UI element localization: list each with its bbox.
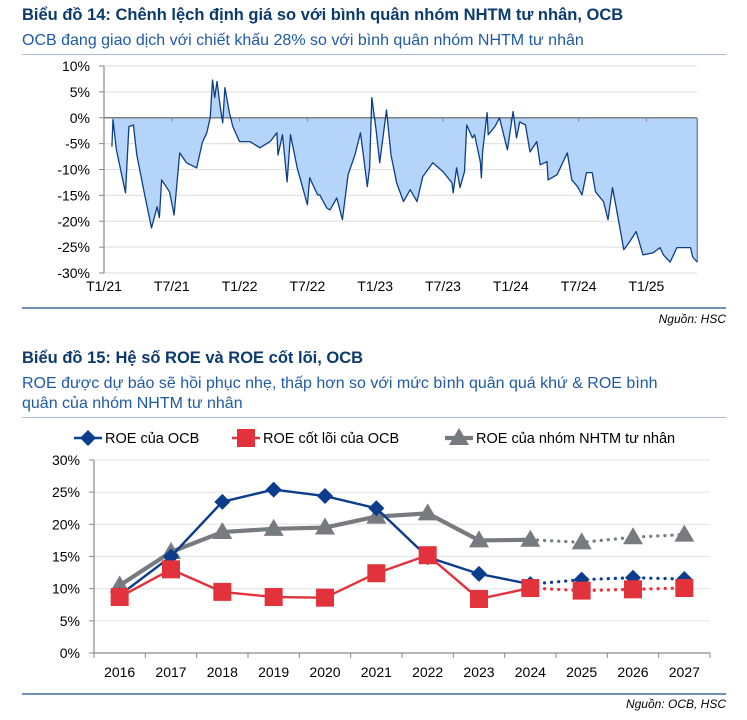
legend-marker — [449, 428, 469, 445]
chart15-line-chart: 0% 5% 10% 15% 20% 25% 30% 2016 2017 2018 2019 2020 2… — [52, 428, 711, 680]
y-tick-label: -30% — [57, 265, 90, 281]
x-tick-label: T1/23 — [357, 278, 393, 294]
x-tick-label: T1/21 — [86, 278, 122, 294]
chart14-title: Biểu đồ 14: Chênh lệch định giá so với b… — [22, 6, 624, 24]
y-tick-label: -25% — [57, 239, 90, 255]
legend-label: ROE cốt lõi của OCB — [263, 431, 399, 447]
peer-roe-point — [469, 530, 489, 548]
x-tick-label: T1/25 — [628, 278, 664, 294]
chart15-source: Nguồn: OCB, HSC — [625, 697, 726, 711]
x-tick-label: T7/24 — [561, 278, 597, 294]
x-tick-label: 2018 — [207, 664, 238, 680]
x-tick-label: 2017 — [155, 664, 186, 680]
x-tick-label: T1/24 — [493, 278, 529, 294]
x-tick-label: 2024 — [515, 664, 546, 680]
x-tick-label: 2025 — [566, 664, 597, 680]
x-tick-label: 2023 — [463, 664, 494, 680]
y-tick-label: 25% — [52, 484, 80, 500]
peer-roe-point — [571, 532, 592, 550]
chart14-header-divider — [22, 54, 726, 55]
roe-ocb-point — [368, 500, 385, 517]
peer-roe-point — [520, 529, 541, 547]
y-tick-label: 0% — [60, 645, 80, 661]
core-roe-ocb-point — [213, 582, 232, 601]
peer-roe-forecast-line — [528, 533, 686, 544]
core-roe-ocb-point — [418, 546, 437, 565]
chart14-area-chart: 10% 5% 0% -5% -10% -15% -20% -25% -30%T1/21 T7/21… — [57, 58, 698, 294]
peer-roe-point — [674, 524, 695, 542]
x-tick-label: 2022 — [412, 664, 443, 680]
x-tick-label: 2026 — [617, 664, 648, 680]
x-tick-label: T7/21 — [154, 278, 190, 294]
core-roe-ocb-point — [470, 589, 488, 608]
y-tick-label: -15% — [57, 187, 90, 203]
legend-label: ROE của nhóm NHTM tư nhân — [476, 431, 675, 447]
core-roe-ocb-forecast-line — [528, 586, 686, 593]
y-tick-label: -20% — [57, 213, 90, 229]
peer-roe-point — [315, 517, 335, 535]
y-tick-label: 30% — [52, 452, 80, 468]
core-roe-ocb-point — [624, 580, 642, 599]
peer-roe-point — [623, 527, 643, 545]
core-roe-ocb-point — [264, 588, 283, 607]
y-tick-label: 5% — [70, 84, 90, 100]
roe-ocb-line — [118, 488, 531, 597]
chart14-source: Nguồn: HSC — [658, 312, 726, 326]
legend-marker — [80, 430, 96, 446]
legend-marker — [237, 429, 255, 447]
chart15-title: Biểu đồ 15: Hệ số ROE và ROE cốt lõi, OC… — [22, 349, 364, 367]
roe-ocb-point — [214, 493, 231, 510]
y-tick-label: -10% — [57, 162, 90, 178]
roe-ocb-forecast-line — [528, 576, 686, 586]
chart15-footer-divider — [22, 693, 726, 695]
chart15-header-divider — [22, 417, 726, 418]
peer-roe-point — [263, 518, 284, 536]
core-roe-ocb-point — [675, 579, 694, 598]
chart15-subtitle-line2: quân của nhóm NHTM tư nhân — [22, 395, 243, 412]
core-roe-ocb-point — [367, 564, 386, 583]
chart15-subtitle-line1: ROE được dự báo sẽ hồi phục nhẹ, thấp hơ… — [22, 375, 658, 392]
x-tick-label: 2019 — [258, 664, 289, 680]
legend-label: ROE của OCB — [105, 431, 199, 447]
core-roe-ocb-point — [316, 588, 334, 607]
y-tick-label: 10% — [52, 581, 80, 597]
y-tick-label: 0% — [70, 110, 90, 126]
y-tick-label: 10% — [62, 58, 90, 74]
y-tick-label: 15% — [52, 549, 80, 565]
core-roe-ocb-point — [572, 581, 591, 600]
x-tick-label: 2021 — [361, 664, 392, 680]
valuation-gap-line — [111, 79, 698, 263]
chart14-subtitle: OCB đang giao dịch với chiết khấu 28% so… — [22, 32, 584, 49]
x-tick-label: 2020 — [309, 664, 340, 680]
roe-ocb-point — [573, 571, 590, 588]
core-roe-ocb-point — [162, 560, 180, 579]
x-tick-label: 2027 — [669, 664, 700, 680]
y-tick-label: 20% — [52, 516, 80, 532]
roe-ocb-point — [317, 488, 333, 505]
core-roe-ocb-point — [521, 579, 540, 598]
core-roe-ocb-point — [110, 588, 129, 607]
roe-ocb-point — [265, 481, 282, 498]
valuation-gap-area — [111, 80, 698, 263]
y-tick-label: 5% — [60, 613, 80, 629]
peer-roe-point — [212, 522, 233, 540]
x-tick-label: 2016 — [104, 664, 135, 680]
y-tick-label: -5% — [65, 136, 90, 152]
x-tick-label: T1/22 — [222, 278, 258, 294]
chart14-footer-divider — [22, 307, 726, 309]
x-tick-label: T7/23 — [425, 278, 461, 294]
x-tick-label: T7/22 — [289, 278, 325, 294]
peer-roe-point — [417, 503, 438, 521]
roe-ocb-point — [471, 565, 487, 582]
